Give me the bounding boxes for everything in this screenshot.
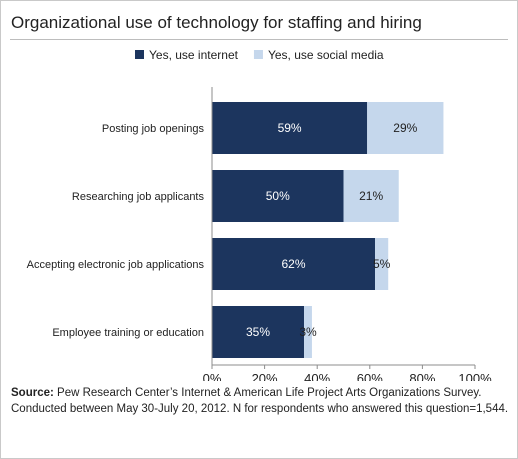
bar-internet-3 xyxy=(212,238,376,290)
bar-social-media-4 xyxy=(304,306,312,358)
data-label-internet-3: 62% xyxy=(282,257,306,271)
x-tick-label-2: 20% xyxy=(252,371,278,381)
x-tick-label-6: 100% xyxy=(458,371,492,381)
data-label-internet-1: 59% xyxy=(278,121,302,135)
category-label-3: Accepting electronic job applications xyxy=(27,259,205,271)
data-label-internet-4: 35% xyxy=(246,325,270,339)
title-divider xyxy=(10,39,508,40)
legend-label-1: Yes, use internet xyxy=(149,48,239,62)
bar-internet-4 xyxy=(212,306,305,358)
data-label-social-media-4: 3% xyxy=(299,325,317,339)
bar-internet-1 xyxy=(212,102,368,154)
category-label-1: Posting job openings xyxy=(102,123,205,135)
source-label: Source: xyxy=(11,387,54,399)
data-label-social-media-3: 5% xyxy=(373,257,391,271)
x-tick-label-3: 40% xyxy=(304,371,330,381)
legend-swatch-1 xyxy=(135,50,144,59)
bar-social-media-1 xyxy=(367,102,444,154)
category-label-4: Employee training or education xyxy=(52,327,204,339)
bar-chart: Yes, use internet Yes, use social media 59… xyxy=(27,48,492,381)
x-tick-label-4: 60% xyxy=(357,371,383,381)
x-tick-label-1: 0% xyxy=(203,371,222,381)
legend-swatch-2 xyxy=(253,50,263,59)
data-label-social-media-1: 29% xyxy=(393,121,417,135)
source-note: Source: Pew Research Center’s Internet &… xyxy=(11,385,511,417)
legend-label-2: Yes, use social media xyxy=(268,48,384,62)
category-label-2: Researching job applicants xyxy=(72,191,205,203)
source-text: Pew Research Center’s Internet & America… xyxy=(11,387,509,415)
bar-social-media-2 xyxy=(343,170,399,222)
x-tick-label-5: 80% xyxy=(409,371,435,381)
bar-internet-2 xyxy=(212,170,344,222)
data-label-social-media-2: 21% xyxy=(359,189,383,203)
bar-social-media-3 xyxy=(375,238,389,290)
chart-title: Organizational use of technology for sta… xyxy=(11,13,422,32)
data-label-internet-2: 50% xyxy=(266,189,290,203)
